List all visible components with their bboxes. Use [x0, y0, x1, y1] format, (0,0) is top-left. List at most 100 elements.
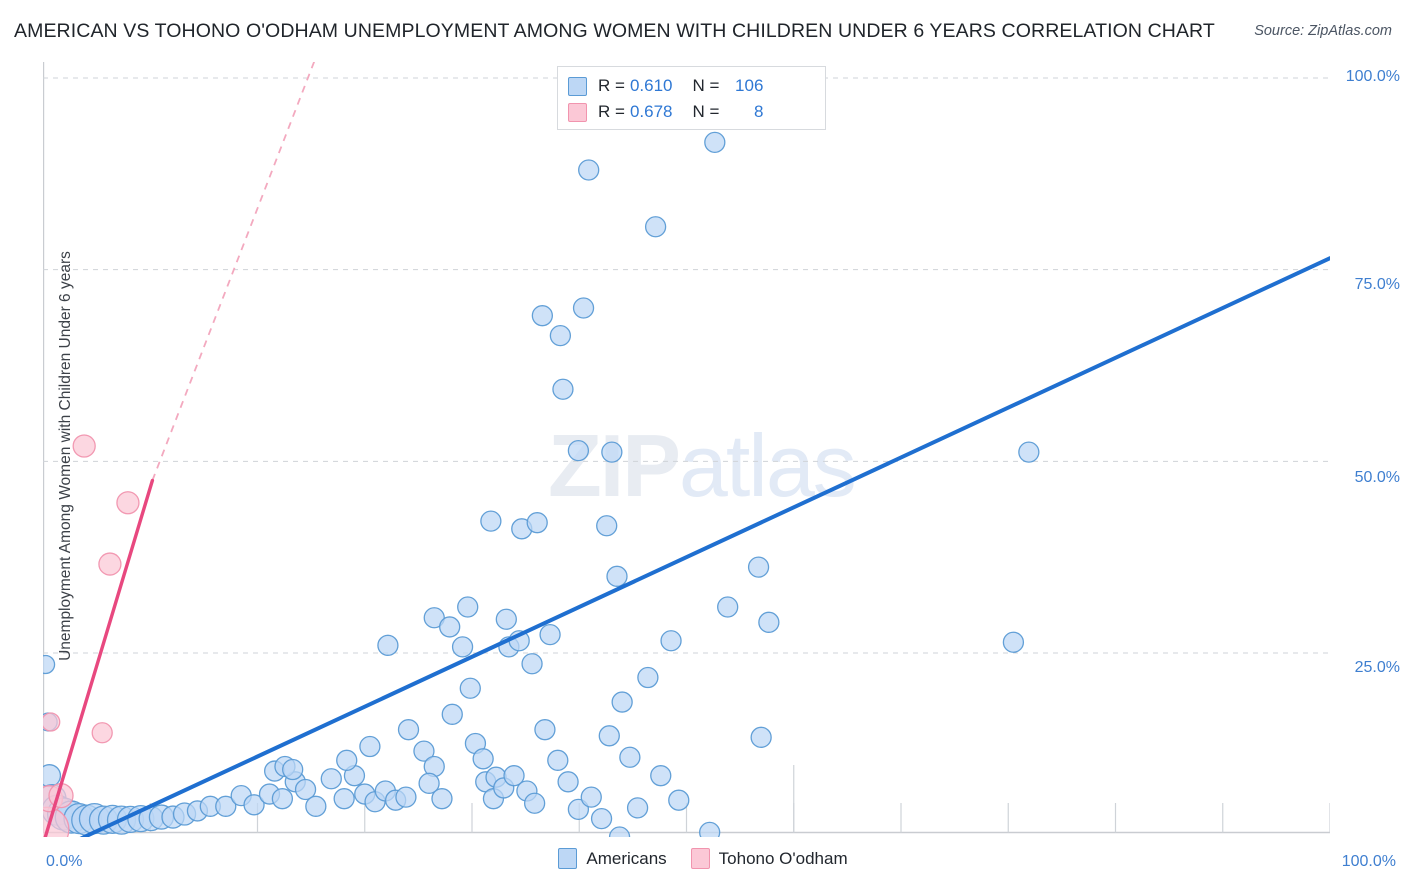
stats-row-americans: R = 0.610 N = 106	[568, 73, 815, 99]
stats-r-value-americans: 0.610	[629, 76, 673, 95]
watermark-bold: ZIP	[548, 416, 681, 515]
data-point	[294, 778, 317, 801]
y-axis-title: Unemployment Among Women with Children U…	[57, 251, 74, 661]
data-point	[590, 807, 613, 830]
data-point	[72, 434, 96, 458]
series-legend: Americans Tohono O'odham	[0, 848, 1406, 869]
data-point	[547, 749, 569, 771]
data-point	[531, 305, 554, 327]
data-point	[431, 788, 453, 810]
data-point	[441, 703, 463, 725]
data-point	[526, 512, 548, 534]
stats-n-label-tohono: N =	[692, 102, 720, 121]
y-tick-label-50: 50.0%	[1354, 469, 1400, 486]
data-point	[451, 636, 474, 658]
data-point	[320, 768, 342, 790]
data-point	[418, 772, 440, 794]
data-point	[717, 596, 739, 618]
data-point	[215, 795, 237, 817]
data-point	[271, 788, 294, 810]
data-point	[377, 634, 399, 656]
data-point	[333, 788, 355, 810]
data-point	[747, 556, 770, 578]
data-point	[503, 765, 525, 787]
y-tick-label-25: 25.0%	[1354, 659, 1400, 676]
data-point	[305, 795, 327, 817]
data-point	[472, 748, 494, 770]
data-point	[660, 630, 682, 652]
data-point	[423, 607, 445, 629]
legend-item-americans[interactable]: Americans	[558, 848, 667, 869]
watermark-light: atlas	[678, 416, 857, 515]
stats-n-label-americans: N =	[692, 76, 720, 95]
data-point	[608, 826, 631, 837]
data-point	[457, 596, 479, 618]
data-point	[459, 677, 481, 699]
data-point	[116, 491, 140, 515]
data-point	[619, 746, 641, 768]
stats-swatch-americans	[568, 76, 587, 96]
plot-canvas	[43, 62, 1330, 837]
data-point	[43, 712, 61, 732]
series-tohono-o-odham	[43, 62, 316, 837]
data-point	[704, 131, 726, 154]
data-point	[552, 378, 574, 400]
trendline-extension	[151, 62, 316, 481]
zipatlas-watermark: ZIPatlas	[548, 415, 857, 517]
data-point	[243, 794, 265, 816]
stats-r-label-tohono: R =	[598, 102, 625, 121]
legend-swatch-tohono	[690, 848, 710, 869]
data-point	[567, 439, 590, 462]
page-title: AMERICAN VS TOHONO O'ODHAM UNEMPLOYMENT …	[14, 20, 1215, 42]
y-tick-label-100: 100.0%	[1345, 68, 1400, 85]
trendline-americans	[79, 256, 1330, 837]
data-point	[557, 771, 579, 793]
stats-n-value-americans: 106	[735, 76, 764, 95]
data-point	[439, 616, 461, 638]
data-point	[580, 786, 602, 808]
stats-r-value-tohono: 0.678	[629, 102, 673, 121]
data-point	[1018, 441, 1040, 463]
data-point	[611, 691, 633, 713]
data-point	[521, 653, 543, 675]
data-point	[549, 324, 572, 347]
stats-swatch-tohono	[568, 102, 587, 122]
data-point	[598, 725, 620, 747]
data-point	[567, 798, 590, 821]
y-tick-label-75: 75.0%	[1354, 276, 1400, 293]
data-point	[282, 758, 304, 781]
data-point	[395, 786, 417, 808]
trendline-tohono-o-odham	[43, 478, 155, 837]
data-point	[495, 608, 517, 630]
data-point	[91, 722, 113, 744]
data-point	[539, 623, 561, 646]
data-point	[578, 159, 600, 181]
source-attribution: Source: ZipAtlas.com	[1254, 23, 1392, 39]
data-point	[668, 789, 690, 811]
x-tick-label-max: 100.0%	[1341, 853, 1396, 870]
legend-item-tohono[interactable]: Tohono O'odham	[690, 848, 848, 869]
data-point	[699, 821, 721, 837]
data-point	[758, 611, 780, 633]
series-americans	[43, 131, 1040, 837]
data-point	[650, 765, 672, 787]
data-point	[43, 654, 56, 675]
data-point	[637, 666, 659, 689]
data-point	[750, 726, 772, 748]
data-point	[480, 510, 502, 532]
legend-swatch-americans	[558, 848, 578, 869]
x-tick-label-min: 0.0%	[46, 853, 83, 870]
stats-n-value-tohono: 8	[753, 102, 764, 121]
data-point	[336, 749, 358, 771]
data-point	[523, 792, 546, 814]
scatter-plot-area: Unemployment Among Women with Children U…	[43, 62, 1330, 837]
data-point	[359, 735, 381, 758]
data-point	[606, 565, 628, 587]
data-point	[98, 552, 122, 576]
data-point	[413, 740, 435, 762]
data-point	[644, 216, 667, 238]
data-point	[397, 719, 420, 741]
stats-row-tohono: R = 0.678 N = 8	[568, 99, 815, 125]
data-point	[626, 797, 649, 819]
